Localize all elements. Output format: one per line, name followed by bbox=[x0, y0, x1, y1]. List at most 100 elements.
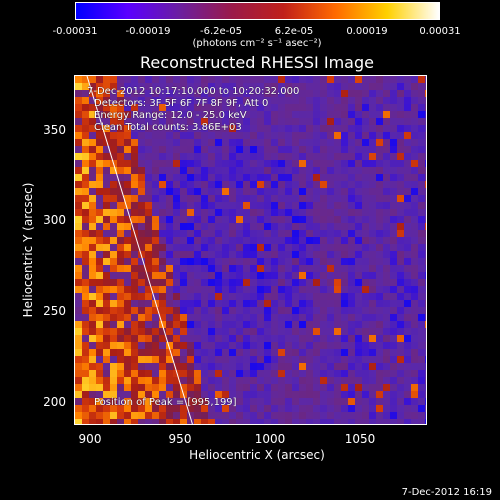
heatmap-cell bbox=[201, 174, 208, 181]
heatmap-cell bbox=[257, 118, 264, 125]
heatmap-cell bbox=[166, 244, 173, 251]
heatmap-cell bbox=[313, 398, 320, 405]
heatmap-cell bbox=[376, 153, 383, 160]
heatmap-cell bbox=[285, 293, 292, 300]
heatmap-cell bbox=[327, 90, 334, 97]
heatmap-cell bbox=[425, 216, 426, 223]
heatmap-cell bbox=[257, 125, 264, 132]
heatmap-cell bbox=[180, 216, 187, 223]
heatmap-cell bbox=[208, 132, 215, 139]
heatmap-cell bbox=[292, 321, 299, 328]
heatmap-cell bbox=[117, 237, 124, 244]
heatmap-cell bbox=[82, 314, 89, 321]
heatmap-cell bbox=[152, 258, 159, 265]
heatmap-cell bbox=[418, 90, 425, 97]
heatmap-cell bbox=[285, 412, 292, 419]
heatmap-cell bbox=[138, 216, 145, 223]
heatmap-cell bbox=[236, 293, 243, 300]
heatmap-cell bbox=[166, 195, 173, 202]
heatmap-cell bbox=[390, 356, 397, 363]
heatmap-cell bbox=[201, 125, 208, 132]
heatmap-cell bbox=[390, 146, 397, 153]
heatmap-cell bbox=[383, 412, 390, 419]
heatmap-cell bbox=[89, 216, 96, 223]
heatmap-cell bbox=[348, 412, 355, 419]
heatmap-cell bbox=[187, 104, 194, 111]
heatmap-cell bbox=[341, 230, 348, 237]
heatmap-cell bbox=[425, 90, 426, 97]
heatmap-cell bbox=[243, 174, 250, 181]
heatmap-cell bbox=[166, 342, 173, 349]
heatmap-cell bbox=[159, 398, 166, 405]
heatmap-cell bbox=[180, 384, 187, 391]
heatmap-cell bbox=[138, 139, 145, 146]
heatmap-cell bbox=[264, 405, 271, 412]
heatmap-cell bbox=[75, 286, 82, 293]
heatmap-cell bbox=[425, 230, 426, 237]
heatmap-cell bbox=[369, 377, 376, 384]
heatmap-cell bbox=[236, 405, 243, 412]
heatmap-cell bbox=[131, 307, 138, 314]
heatmap-cell bbox=[117, 97, 124, 104]
heatmap-cell bbox=[152, 307, 159, 314]
heatmap-cell bbox=[348, 132, 355, 139]
heatmap-cell bbox=[362, 230, 369, 237]
heatmap-cell bbox=[348, 97, 355, 104]
heatmap-cell bbox=[110, 314, 117, 321]
heatmap-cell bbox=[82, 125, 89, 132]
heatmap-cell bbox=[208, 356, 215, 363]
heatmap-cell bbox=[131, 321, 138, 328]
heatmap-cell bbox=[327, 363, 334, 370]
heatmap-cell bbox=[390, 314, 397, 321]
heatmap-cell bbox=[383, 153, 390, 160]
heatmap-cell bbox=[341, 328, 348, 335]
heatmap-cell bbox=[103, 335, 110, 342]
heatmap-cell bbox=[103, 188, 110, 195]
heatmap-cell bbox=[124, 251, 131, 258]
heatmap-cell bbox=[229, 321, 236, 328]
heatmap-cell bbox=[173, 412, 180, 419]
heatmap-cell bbox=[208, 300, 215, 307]
heatmap-cell bbox=[348, 356, 355, 363]
heatmap-cell bbox=[299, 335, 306, 342]
heatmap-cell bbox=[152, 83, 159, 90]
heatmap-cell bbox=[285, 286, 292, 293]
heatmap-cell bbox=[180, 181, 187, 188]
heatmap-cell bbox=[194, 321, 201, 328]
heatmap-cell bbox=[327, 314, 334, 321]
heatmap-cell bbox=[418, 132, 425, 139]
heatmap-cell bbox=[285, 90, 292, 97]
heatmap-cell bbox=[131, 349, 138, 356]
heatmap-cell bbox=[320, 230, 327, 237]
heatmap-cell bbox=[264, 412, 271, 419]
heatmap-cell bbox=[215, 97, 222, 104]
heatmap-cell bbox=[355, 202, 362, 209]
heatmap-cell bbox=[89, 391, 96, 398]
heatmap-cell bbox=[306, 286, 313, 293]
heatmap-cell bbox=[397, 118, 404, 125]
heatmap-cell bbox=[278, 363, 285, 370]
heatmap-cell bbox=[75, 90, 82, 97]
heatmap-cell bbox=[215, 419, 222, 424]
heatmap-cell bbox=[334, 132, 341, 139]
heatmap-cell bbox=[292, 174, 299, 181]
heatmap-cell bbox=[306, 209, 313, 216]
heatmap-cell bbox=[124, 370, 131, 377]
heatmap-cell bbox=[341, 209, 348, 216]
heatmap-cell bbox=[306, 258, 313, 265]
heatmap-cell bbox=[425, 209, 426, 216]
heatmap-cell bbox=[425, 76, 426, 83]
heatmap-cell bbox=[166, 111, 173, 118]
heatmap-cell bbox=[341, 412, 348, 419]
heatmap-cell bbox=[215, 139, 222, 146]
heatmap-cell bbox=[124, 132, 131, 139]
heatmap-cell bbox=[264, 237, 271, 244]
heatmap-cell bbox=[75, 83, 82, 90]
heatmap-cell bbox=[201, 160, 208, 167]
heatmap-cell bbox=[348, 195, 355, 202]
heatmap-cell bbox=[159, 293, 166, 300]
heatmap-cell bbox=[215, 153, 222, 160]
heatmap-cell bbox=[138, 104, 145, 111]
heatmap-cell bbox=[131, 111, 138, 118]
heatmap-cell bbox=[222, 258, 229, 265]
